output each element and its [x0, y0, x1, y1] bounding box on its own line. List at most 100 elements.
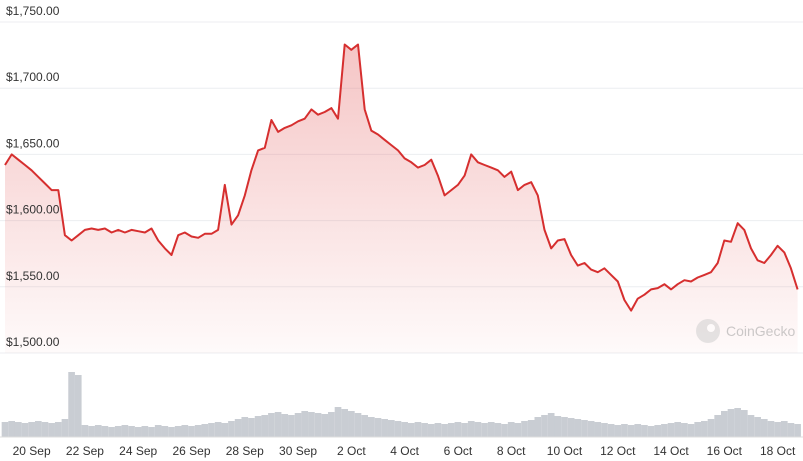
volume-bar [401, 422, 408, 437]
volume-bar [787, 423, 795, 437]
volume-bar [74, 375, 82, 437]
volume-bar [361, 415, 368, 437]
volume-bar [581, 420, 588, 437]
volume-bar [527, 420, 535, 437]
x-tick-label: 30 Sep [279, 444, 317, 458]
volume-bar [654, 425, 662, 437]
volume-bar [514, 423, 522, 437]
y-tick-label: $1,550.00 [6, 269, 60, 283]
volume-bar [621, 424, 628, 437]
volume-bar [627, 425, 635, 437]
volume-bar [707, 419, 715, 437]
volume-bar [521, 421, 528, 437]
volume-bar [148, 427, 155, 437]
volume-bar [780, 421, 788, 437]
volume-bar [607, 424, 615, 437]
volume-bar [288, 415, 295, 437]
volume-bar [374, 418, 382, 437]
volume-bar [414, 422, 422, 437]
volume-bar [647, 426, 655, 437]
volume-bar [767, 421, 775, 437]
volume-bar [114, 426, 122, 437]
volume-bar [208, 423, 215, 437]
volume-bar [367, 417, 375, 437]
volume-bar [747, 415, 755, 437]
volume-bar [168, 427, 175, 437]
volume-bar [234, 419, 242, 437]
volume-bar [694, 422, 702, 437]
volume-bar [328, 412, 335, 437]
volume-bar [221, 423, 229, 437]
volume-bar [254, 416, 262, 437]
x-tick-label: 14 Oct [653, 444, 689, 458]
volume-bar [721, 411, 728, 437]
watermark: CoinGecko [696, 319, 795, 343]
volume-bar [394, 421, 402, 437]
y-tick-label: $1,750.00 [6, 4, 60, 18]
price-area [5, 44, 798, 353]
volume-bar [21, 423, 29, 437]
volume-bar [174, 426, 182, 437]
x-tick-label: 28 Sep [226, 444, 264, 458]
volume-bar [281, 414, 289, 437]
volume-bar [461, 423, 468, 437]
volume-bar [561, 417, 568, 437]
volume-bar [681, 423, 688, 437]
x-tick-label: 4 Oct [390, 444, 419, 458]
x-tick-label: 12 Oct [600, 444, 636, 458]
volume-bar [701, 421, 708, 437]
volume-bar [407, 423, 415, 437]
volume-bar [294, 413, 302, 437]
volume-bar [381, 419, 388, 437]
volume-bar [754, 417, 761, 437]
volume-bar [34, 421, 42, 437]
volume-bar [687, 424, 695, 437]
volume-bar [441, 424, 448, 437]
volume-bar [301, 411, 309, 437]
volume-bar [321, 414, 329, 437]
x-tick-label: 26 Sep [172, 444, 210, 458]
volume-bar [467, 421, 475, 437]
volume-bar [128, 426, 135, 437]
x-tick-label: 6 Oct [444, 444, 473, 458]
watermark-text: CoinGecko [726, 323, 795, 339]
volume-bar [154, 425, 162, 437]
volume-bar [667, 423, 675, 437]
volume-bar [121, 425, 129, 437]
volume-bar [421, 423, 428, 437]
volume-bar [354, 413, 362, 437]
volume-bar [601, 423, 608, 437]
volume-bar [261, 415, 269, 437]
volume-bar [201, 424, 209, 437]
volume-bar [28, 422, 35, 437]
volume-bar [454, 422, 462, 437]
volume-bar [101, 426, 109, 437]
volume-bar [614, 425, 622, 437]
volume-bar [567, 418, 575, 437]
volume-bar [760, 419, 768, 437]
volume-bar [188, 426, 195, 437]
volume-bar [574, 419, 582, 437]
volume-bar [594, 422, 602, 437]
volume-bar [181, 425, 189, 437]
volume-bar [427, 424, 435, 437]
volume-bar [434, 423, 442, 437]
volume-bar [14, 422, 22, 437]
volume-bar [314, 413, 322, 437]
x-tick-label: 16 Oct [707, 444, 743, 458]
volume-bar [161, 426, 169, 437]
volume-bar [68, 372, 75, 437]
volume-bar [507, 422, 515, 437]
x-tick-label: 8 Oct [497, 444, 526, 458]
volume-bar [534, 417, 542, 437]
x-tick-label: 2 Oct [337, 444, 366, 458]
volume-bar [734, 408, 741, 437]
volume-bar [541, 415, 548, 437]
volume-bar [447, 423, 455, 437]
volume-bar [88, 426, 95, 437]
volume-bar [241, 417, 249, 437]
volume-bar [794, 424, 801, 437]
volume-bar [94, 425, 102, 437]
volume-bar [481, 423, 488, 437]
